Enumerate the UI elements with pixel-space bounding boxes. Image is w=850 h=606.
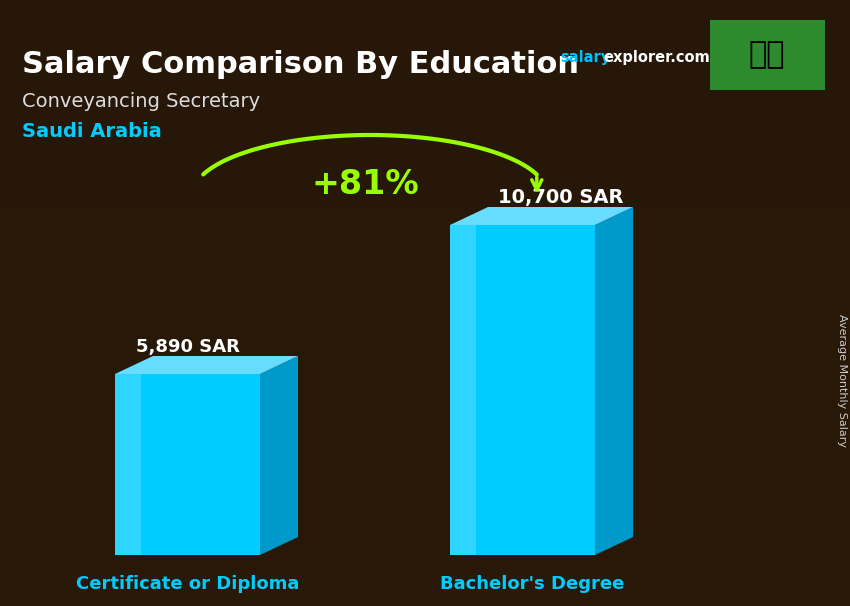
Text: Saudi Arabia: Saudi Arabia [22,122,162,141]
Polygon shape [450,225,595,555]
Bar [0,210,850,240]
Text: explorer.com: explorer.com [603,50,710,65]
Bar [0,450,850,480]
Polygon shape [595,207,633,555]
Bar [0,270,850,300]
Text: Conveyancing Secretary: Conveyancing Secretary [22,92,260,111]
Bar [0,0,850,30]
Bar [0,240,850,270]
Text: +81%: +81% [311,168,419,202]
FancyBboxPatch shape [710,20,825,90]
Text: 10,700 SAR: 10,700 SAR [498,188,623,207]
Text: Salary Comparison By Education: Salary Comparison By Education [22,50,579,79]
Bar [0,480,850,510]
Bar [0,390,850,420]
Bar [0,300,850,330]
Bar [0,510,850,540]
Bar [0,330,850,360]
Polygon shape [450,225,476,555]
Bar [0,120,850,150]
Bar [0,540,850,570]
Bar [0,180,850,210]
Bar [0,360,850,390]
Text: Certificate or Diploma: Certificate or Diploma [76,575,299,593]
Bar [0,420,850,450]
Bar [0,30,850,60]
Text: Average Monthly Salary: Average Monthly Salary [837,313,847,447]
Text: salary: salary [560,50,610,65]
Polygon shape [450,207,633,225]
Bar [0,90,850,120]
Text: 5,890 SAR: 5,890 SAR [135,338,240,356]
Text: Bachelor's Degree: Bachelor's Degree [440,575,625,593]
Bar [0,60,850,90]
Polygon shape [115,374,260,555]
Polygon shape [115,356,298,374]
Bar [0,150,850,180]
Polygon shape [260,356,298,555]
Polygon shape [115,374,141,555]
Bar [0,570,850,600]
Text: 🇸🇦: 🇸🇦 [749,41,785,70]
